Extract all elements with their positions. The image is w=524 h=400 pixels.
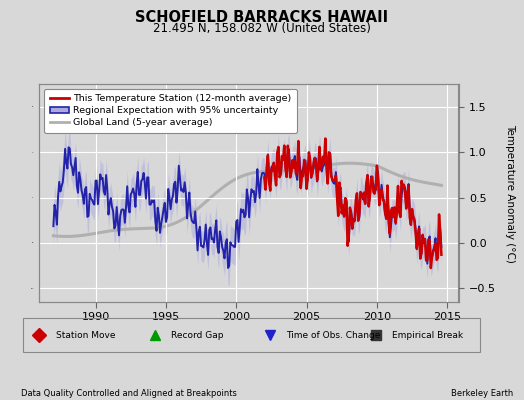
Text: 21.495 N, 158.082 W (United States): 21.495 N, 158.082 W (United States) [153,22,371,35]
Text: Time of Obs. Change: Time of Obs. Change [286,330,380,340]
Text: Data Quality Controlled and Aligned at Breakpoints: Data Quality Controlled and Aligned at B… [21,389,237,398]
Text: Station Move: Station Move [56,330,115,340]
Text: SCHOFIELD BARRACKS HAWAII: SCHOFIELD BARRACKS HAWAII [135,10,389,25]
Text: Empirical Break: Empirical Break [392,330,463,340]
Text: Record Gap: Record Gap [171,330,223,340]
Text: Berkeley Earth: Berkeley Earth [451,389,514,398]
Legend: This Temperature Station (12-month average), Regional Expectation with 95% uncer: This Temperature Station (12-month avera… [44,89,297,133]
Y-axis label: Temperature Anomaly (°C): Temperature Anomaly (°C) [505,124,516,262]
